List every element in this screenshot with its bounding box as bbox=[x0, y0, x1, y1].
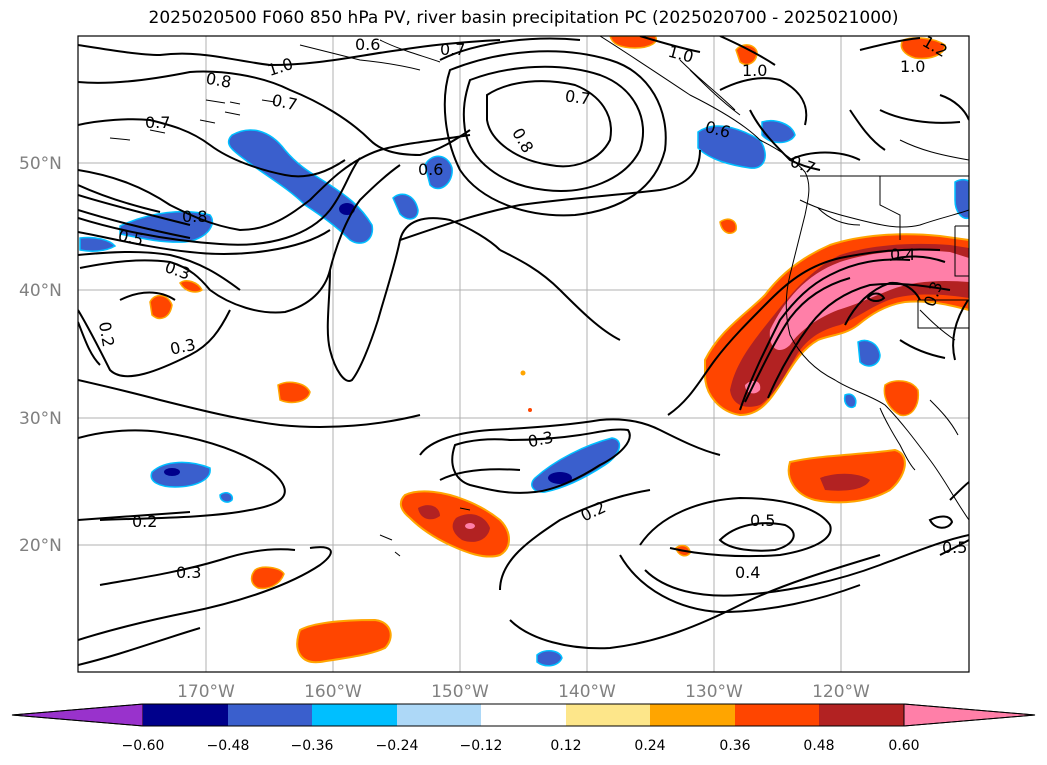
colorbar-tick-label: 0.36 bbox=[719, 738, 750, 754]
colorbar-tick-label: −0.24 bbox=[376, 738, 419, 754]
colorbar-segment bbox=[228, 704, 312, 726]
contour-label: 0.8 bbox=[182, 207, 207, 226]
latitude-labels: 50°N 40°N 30°N 20°N bbox=[19, 154, 62, 556]
contour-label: 1.0 bbox=[742, 61, 767, 80]
colorbar-segment bbox=[566, 704, 650, 726]
lat-label-50n: 50°N bbox=[19, 154, 62, 174]
longitude-labels: 170°W 160°W 150°W 140°W 130°W 120°W bbox=[177, 682, 870, 702]
contour-label: 0.8 bbox=[204, 69, 232, 92]
colorbar-segment bbox=[312, 704, 397, 726]
contour-label: 0.2 bbox=[95, 320, 118, 348]
colorbar-tick-label: −0.60 bbox=[122, 738, 165, 754]
colorbar-extend-high bbox=[903, 703, 1036, 727]
contour-label: 0.6 bbox=[418, 160, 443, 179]
contour-label: 0.6 bbox=[355, 35, 380, 54]
colorbar-extend-low bbox=[11, 703, 144, 727]
colorbar-tick-label: 0.12 bbox=[550, 738, 581, 754]
negative-precip-areas bbox=[79, 120, 969, 667]
lon-label-130w: 130°W bbox=[685, 682, 743, 702]
colorbar-tick-label: −0.36 bbox=[291, 738, 334, 754]
contour-label: 0.5 bbox=[750, 511, 775, 530]
colorbar-outline bbox=[11, 703, 1036, 727]
contour-label: 0.2 bbox=[132, 512, 157, 531]
contour-label: 0.3 bbox=[176, 563, 201, 582]
contour-label: 0.4 bbox=[735, 563, 760, 582]
contour-label: 0.3 bbox=[168, 335, 197, 359]
colorbar: −0.60 −0.48 −0.36 −0.24 −0.12 0.12 0.24 … bbox=[11, 703, 1036, 754]
colorbar-segment bbox=[819, 704, 904, 726]
colorbar-tick-label: −0.48 bbox=[207, 738, 250, 754]
contour-label: 0.3 bbox=[526, 427, 555, 451]
lat-label-40n: 40°N bbox=[19, 281, 62, 301]
contour-label: 0.7 bbox=[270, 90, 299, 114]
map-area bbox=[78, 36, 969, 672]
contour-label: 0.7 bbox=[145, 113, 170, 132]
contour-label: 1.0 bbox=[900, 57, 925, 76]
lon-label-170w: 170°W bbox=[177, 682, 235, 702]
lat-label-20n: 20°N bbox=[19, 536, 62, 556]
colorbar-segment bbox=[735, 704, 819, 726]
lon-label-160w: 160°W bbox=[304, 682, 362, 702]
contour-label: 0.7 bbox=[440, 40, 465, 59]
lon-label-120w: 120°W bbox=[812, 682, 870, 702]
lon-label-150w: 150°W bbox=[431, 682, 489, 702]
contour-label: 0.5 bbox=[942, 538, 967, 557]
colorbar-segment bbox=[143, 704, 228, 726]
colorbar-tick-label: −0.12 bbox=[460, 738, 503, 754]
coastlines bbox=[109, 36, 969, 557]
colorbar-tick-label: 0.24 bbox=[634, 738, 665, 754]
map-frame bbox=[77, 35, 970, 673]
colorbar-segment bbox=[650, 704, 735, 726]
lon-label-140w: 140°W bbox=[558, 682, 616, 702]
colorbar-segment bbox=[397, 704, 481, 726]
pv-contours bbox=[78, 36, 969, 666]
map-title: 2025020500 F060 850 hPa PV, river basin … bbox=[148, 8, 899, 28]
contour-label: 0.4 bbox=[890, 245, 915, 264]
colorbar-tick-label: 0.60 bbox=[888, 738, 919, 754]
colorbar-tick-label: 0.48 bbox=[803, 738, 834, 754]
contour-label: 0.7 bbox=[564, 86, 592, 108]
contour-label: 0.5 bbox=[116, 226, 145, 250]
lat-label-30n: 30°N bbox=[19, 409, 62, 429]
colorbar-segment bbox=[481, 704, 566, 726]
